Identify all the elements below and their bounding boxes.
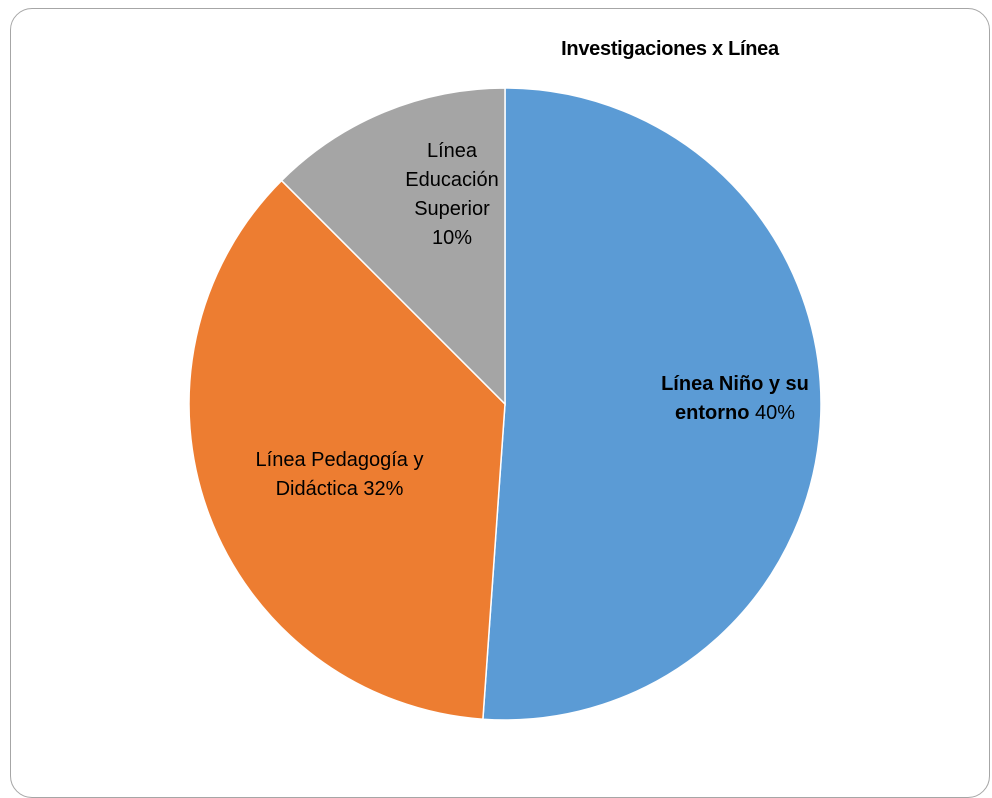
slice-label-educacion: Línea Educación Superior 10% bbox=[400, 137, 504, 253]
slice-label-pedagogia-name: Línea Pedagogía y Didáctica bbox=[255, 449, 424, 500]
slice-label-nino: Línea Niño y su entorno 40% bbox=[630, 370, 840, 428]
slice-label-educacion-percent: 10% bbox=[431, 227, 473, 249]
slice-label-educacion-name: Línea Educación Superior bbox=[405, 140, 499, 220]
slice-label-nino-name: Línea Niño y su entorno bbox=[661, 373, 809, 424]
slice-label-pedagogia: Línea Pedagogía y Didáctica 32% bbox=[232, 446, 447, 504]
pie-slice-nino bbox=[482, 87, 822, 721]
slice-label-pedagogia-percent: 32% bbox=[363, 478, 404, 500]
pie-slice-pedagogia bbox=[188, 179, 506, 721]
pie-slice-educacion bbox=[280, 87, 506, 406]
slice-label-nino-percent: 40% bbox=[754, 402, 796, 424]
chart-title: Investigaciones x Línea bbox=[561, 38, 779, 60]
